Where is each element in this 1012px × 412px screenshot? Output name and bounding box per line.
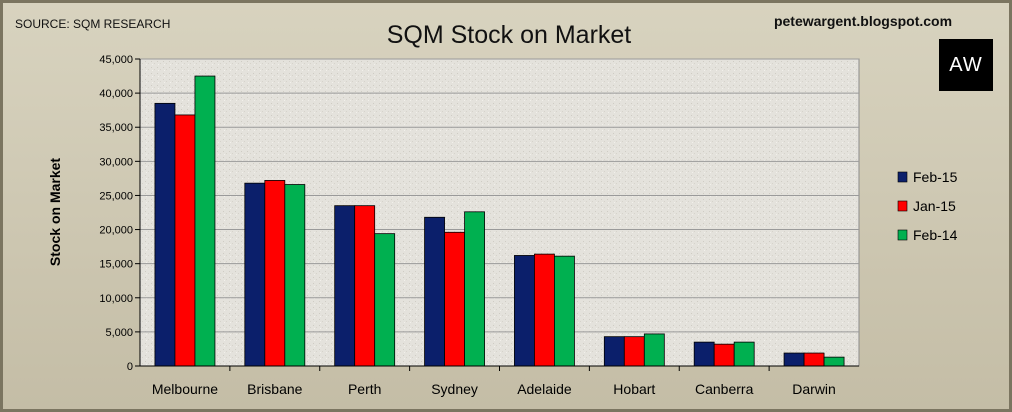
legend-label-feb-14: Feb-14 — [913, 227, 958, 243]
legend-label-feb-15: Feb-15 — [913, 169, 958, 185]
bar-jan-15-sydney — [444, 231, 465, 367]
y-tick-label: 35,000 — [99, 122, 133, 134]
y-tick-label: 5,000 — [105, 327, 133, 339]
chart-title: SQM Stock on Market — [386, 21, 632, 49]
bar-feb-15-brisbane — [244, 182, 266, 367]
source-label: SOURCE: SQM RESEARCH — [15, 17, 171, 31]
bar-feb-14-canberra — [733, 341, 755, 367]
x-tick-label: Canberra — [695, 381, 754, 397]
x-tick-label: Sydney — [431, 381, 478, 397]
bars — [154, 75, 845, 367]
y-axis-label: Stock on Market — [47, 158, 63, 266]
y-tick-label: 25,000 — [99, 190, 133, 202]
bar-feb-15-darwin — [783, 352, 805, 367]
y-tick-label: 10,000 — [99, 293, 133, 305]
bar-jan-15-perth — [354, 205, 376, 367]
bar-feb-14-darwin — [823, 356, 845, 367]
y-tick-label: 30,000 — [99, 156, 133, 168]
x-tick-label: Melbourne — [152, 381, 218, 397]
y-tick-label: 40,000 — [99, 88, 133, 100]
bar-jan-15-darwin — [803, 352, 825, 367]
bar-jan-15-brisbane — [264, 180, 286, 367]
bar-jan-15-canberra — [713, 343, 735, 367]
bar-feb-15-canberra — [693, 341, 715, 367]
y-tick-label: 45,000 — [99, 54, 133, 66]
bar-feb-15-adelaide — [514, 255, 535, 367]
y-tick-label: 20,000 — [99, 225, 133, 237]
bar-feb-14-hobart — [643, 333, 665, 367]
bar-feb-14-perth — [374, 233, 396, 367]
bar-jan-15-hobart — [623, 336, 645, 367]
x-tick-label: Hobart — [613, 381, 655, 397]
bar-jan-15-adelaide — [534, 253, 555, 367]
x-axis: Melbourne Brisbane Perth Sydney Adelaide Hoba… — [140, 365, 859, 397]
legend: Feb-15 Jan-15 Feb-14 — [897, 169, 958, 243]
bar-feb-15-perth — [334, 205, 356, 367]
bar-feb-14-adelaide — [554, 255, 575, 367]
legend-swatch-jan-15 — [897, 200, 908, 212]
logo-text: AW — [949, 53, 983, 76]
legend-label-jan-15: Jan-15 — [913, 198, 956, 214]
x-tick-label: Brisbane — [247, 381, 302, 397]
blog-url: petewargent.blogspot.com — [773, 13, 953, 29]
bar-feb-15-hobart — [603, 336, 625, 367]
legend-swatch-feb-15 — [897, 171, 908, 183]
bar-feb-14-melbourne — [194, 75, 216, 367]
bar-feb-14-brisbane — [284, 184, 306, 367]
y-axis: 0 5,000 10,000 15,000 20,000 25,000 30,000 35,0… — [99, 54, 141, 373]
y-tick-label: 0 — [127, 361, 133, 373]
bar-jan-15-melbourne — [174, 114, 196, 367]
legend-swatch-feb-14 — [897, 229, 908, 241]
bar-feb-15-sydney — [424, 216, 445, 367]
x-tick-label: Perth — [348, 381, 381, 397]
bar-feb-14-sydney — [464, 211, 485, 367]
x-tick-label: Darwin — [792, 381, 836, 397]
aw-logo: AW — [939, 39, 993, 91]
y-tick-label: 15,000 — [99, 259, 133, 271]
bar-feb-15-melbourne — [154, 102, 176, 367]
x-tick-label: Adelaide — [517, 381, 572, 397]
